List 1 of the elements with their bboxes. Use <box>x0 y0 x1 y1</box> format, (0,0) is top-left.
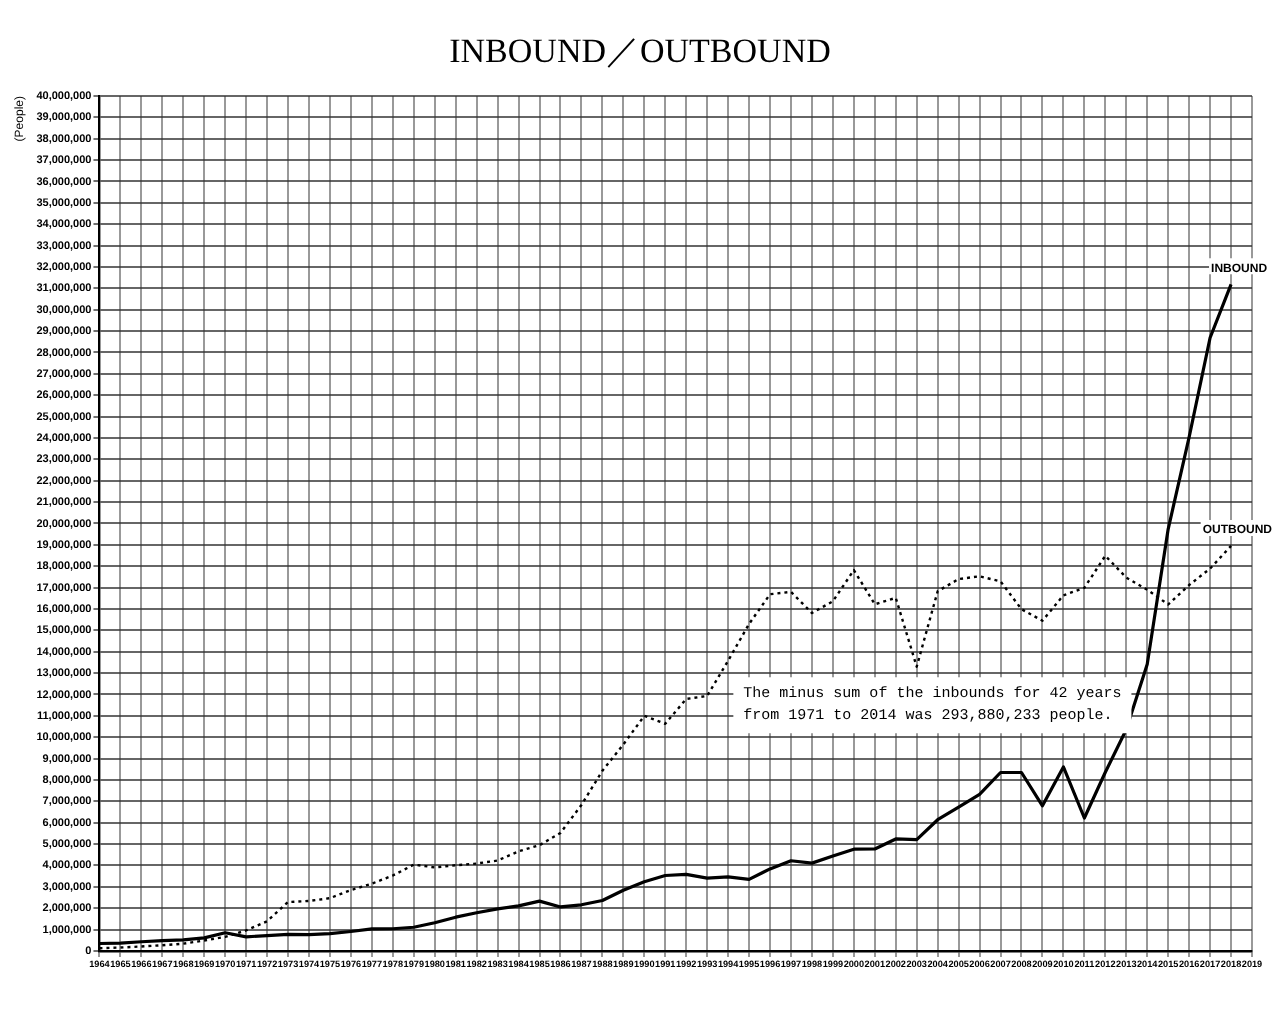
chart-title: INBOUND／OUTBOUND <box>447 30 833 74</box>
